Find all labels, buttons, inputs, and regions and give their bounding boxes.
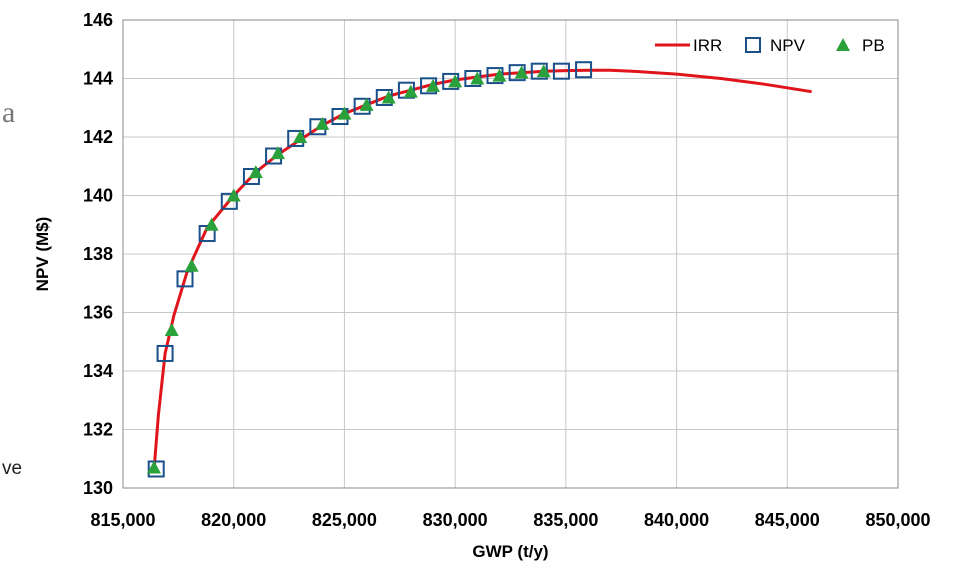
x-tick-label: 835,000 (533, 510, 598, 530)
y-tick-label: 134 (83, 361, 113, 381)
x-tick-label: 825,000 (312, 510, 377, 530)
pb-marker (536, 64, 551, 78)
y-tick-label: 138 (83, 244, 113, 264)
y-tick-label: 136 (83, 303, 113, 323)
x-tick-labels: 815,000 820,000 825,000 830,000 835,000 840,0… (90, 510, 930, 530)
npv-marker (552, 62, 570, 80)
y-tick-label: 142 (83, 127, 113, 147)
legend: IRR NPV PB (655, 36, 885, 55)
y-tick-label: 146 (83, 10, 113, 30)
legend-npv-swatch (745, 37, 761, 53)
x-tick-label: 840,000 (644, 510, 709, 530)
npv-marker (147, 460, 165, 478)
pb-marker (164, 323, 179, 337)
pb-marker (204, 217, 219, 231)
pb-marker (359, 97, 374, 111)
pb-marker (470, 71, 485, 85)
pb-marker (293, 130, 308, 143)
plot-frame (122, 19, 899, 489)
y-tick-label: 130 (83, 478, 113, 498)
series-npv (147, 61, 593, 478)
pb-marker (315, 116, 330, 130)
legend-irr-label: IRR (693, 36, 722, 55)
x-axis-title: GWP (t/y) (472, 542, 548, 561)
pb-marker (514, 65, 529, 79)
npv-marker (397, 81, 415, 99)
pb-marker (147, 460, 161, 474)
cropped-text-fragment-top: a (2, 96, 16, 129)
legend-npv-label: NPV (770, 36, 806, 55)
y-tick-label: 132 (83, 420, 113, 440)
x-tick-label: 830,000 (423, 510, 488, 530)
x-tick-label: 845,000 (755, 510, 820, 530)
pb-marker (271, 146, 285, 160)
pb-marker (248, 165, 263, 179)
grid-lines (122, 19, 899, 489)
legend-pb-swatch (836, 38, 850, 51)
npv-marker (156, 344, 174, 362)
pb-marker (184, 258, 199, 272)
series-irr (152, 68, 812, 471)
pb-marker (226, 188, 241, 202)
pb-marker (403, 84, 418, 98)
cropped-text-fragment-bottom: ve (2, 458, 23, 479)
pb-marker (492, 68, 507, 82)
irr-line (152, 68, 812, 471)
pb-marker (337, 106, 352, 120)
y-tick-label: 140 (83, 186, 113, 206)
y-tick-label: 144 (83, 69, 113, 89)
legend-pb-label: PB (862, 36, 885, 55)
pb-marker (448, 74, 463, 88)
series-pb (147, 64, 551, 474)
x-tick-label: 815,000 (90, 510, 155, 530)
y-axis-title: NPV (M$) (33, 217, 52, 292)
y-tick-labels: 130 132 134 136 138 140 142 144 146 (83, 10, 113, 498)
x-tick-label: 820,000 (201, 510, 266, 530)
pb-marker (426, 78, 440, 92)
npv-marker (575, 61, 593, 79)
x-tick-label: 850,000 (865, 510, 930, 530)
pb-marker (381, 90, 396, 104)
